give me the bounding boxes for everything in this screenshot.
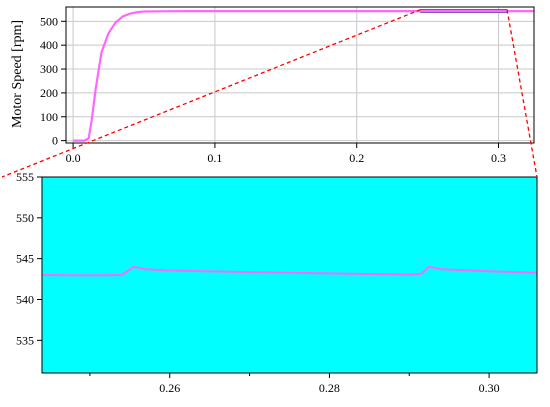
zoom-plot-frame xyxy=(41,176,538,374)
top-plot-frame xyxy=(65,6,535,144)
zoom-y-tick-label: 545 xyxy=(16,252,34,266)
zoom-y-tick-label: 535 xyxy=(16,333,34,347)
zoom-y-tick-label: 550 xyxy=(16,211,34,225)
top-y-tick-label: 100 xyxy=(40,110,58,124)
y-axis-title: Motor Speed [rpm] xyxy=(10,20,25,128)
top-x-tick-label: 0.1 xyxy=(207,151,222,165)
zoomed-motor-speed-line xyxy=(41,265,538,277)
zoom-y-tick-label: 540 xyxy=(16,293,34,307)
top-y-tick-label: 400 xyxy=(40,38,58,52)
top-x-tick-label: 0.2 xyxy=(349,151,364,165)
zoom-connector-right xyxy=(506,9,538,178)
top-y-tick-label: 200 xyxy=(40,86,58,100)
top-y-tick-label: 0 xyxy=(52,134,58,148)
zoom-x-tick-label: 0.26 xyxy=(159,381,180,395)
zoom-x-tick-label: 0.30 xyxy=(479,381,500,395)
zoom-x-tick-label: 0.28 xyxy=(319,381,340,395)
zoom-plot-area xyxy=(42,177,537,373)
zoom-connector-left xyxy=(1,9,421,178)
top-x-tick-label: 0.3 xyxy=(491,151,506,165)
top-x-tick-label: 0.0 xyxy=(66,151,81,165)
zoom-y-tick-label: 555 xyxy=(16,170,34,184)
top-plot-area xyxy=(66,7,534,143)
top-y-tick-label: 500 xyxy=(40,14,58,28)
top-y-tick-label: 300 xyxy=(40,62,58,76)
motor-speed-line xyxy=(73,10,534,142)
